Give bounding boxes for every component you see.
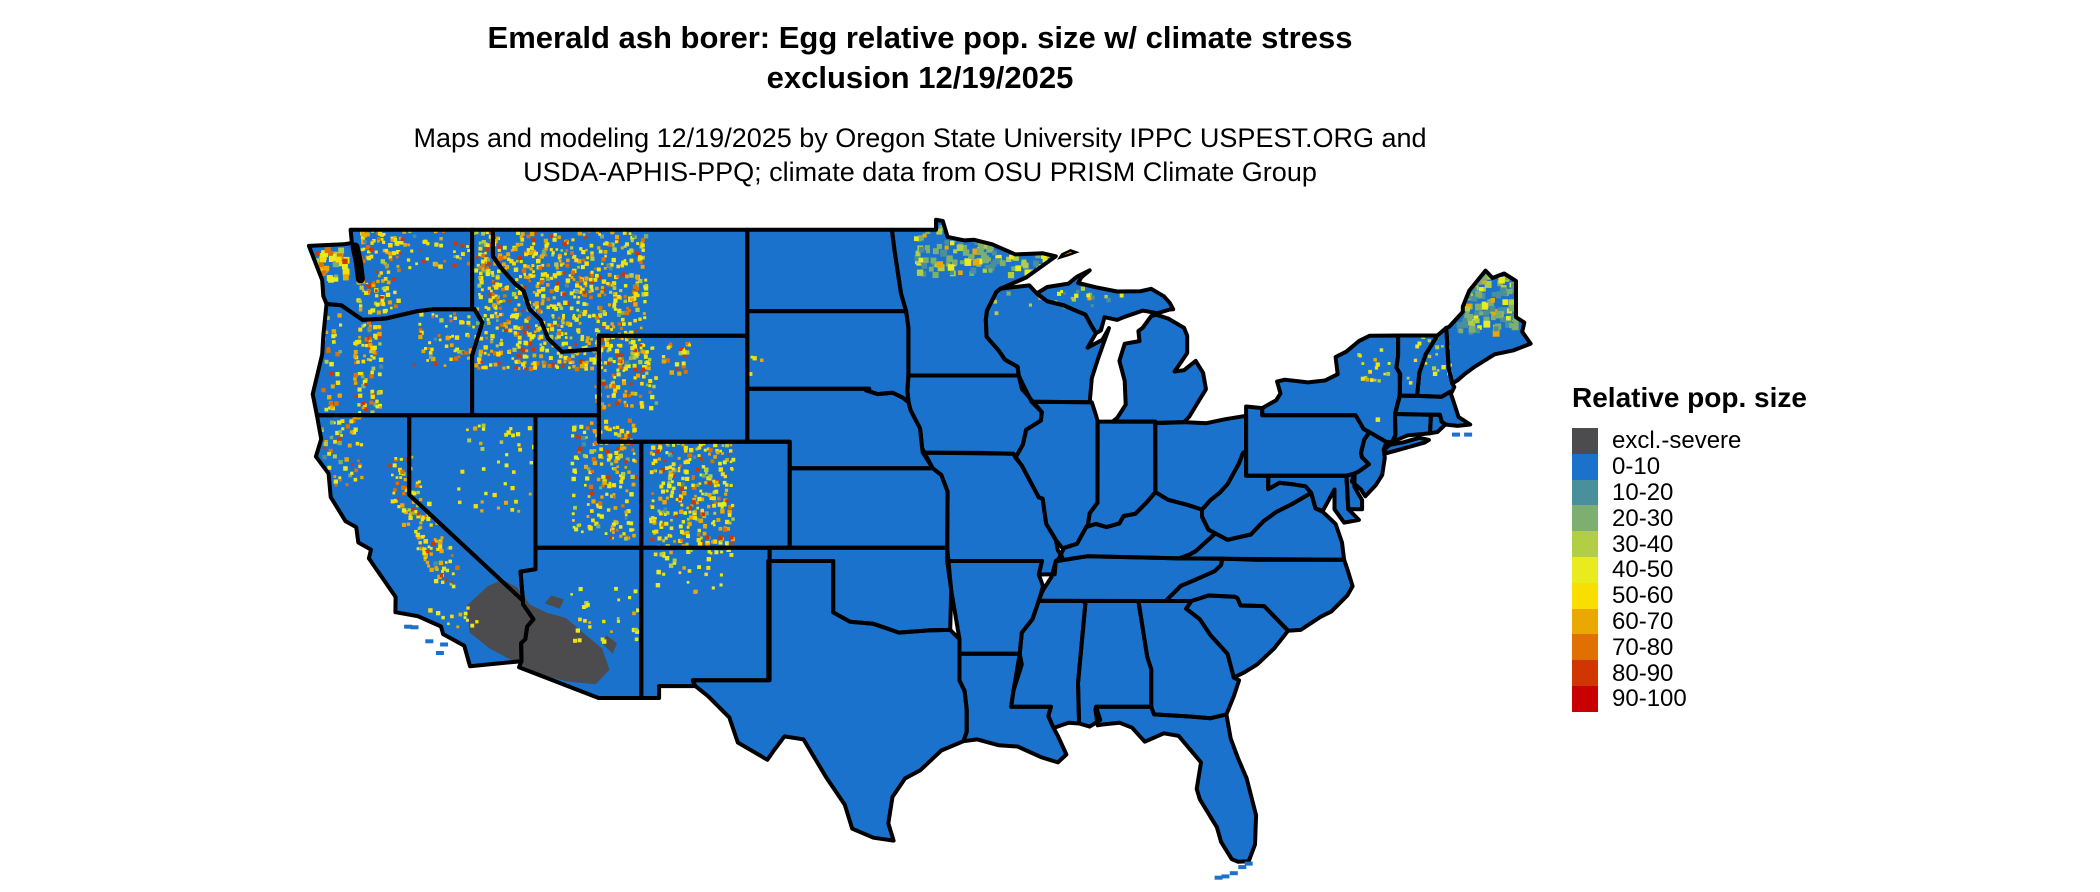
island-dot xyxy=(1238,865,1247,870)
island-dot xyxy=(1221,874,1230,879)
figure-title: Emerald ash borer: Egg relative pop. siz… xyxy=(130,18,1710,98)
legend-item: excl.-severe xyxy=(1572,428,1992,454)
isle-royale xyxy=(1057,249,1080,260)
legend-swatch xyxy=(1572,556,1598,583)
legend-swatch xyxy=(1572,685,1598,712)
puget-sound xyxy=(350,242,365,284)
legend-item: 20-30 xyxy=(1572,504,1992,532)
legend-swatch xyxy=(1572,634,1598,661)
legend-item: 50-60 xyxy=(1572,582,1992,610)
legend-item: 70-80 xyxy=(1572,633,1992,661)
legend-item: 60-70 xyxy=(1572,607,1992,635)
legend-item: 80-90 xyxy=(1572,660,1992,686)
figure-subtitle: Maps and modeling 12/19/2025 by Oregon S… xyxy=(130,121,1710,189)
legend-items: excl.-severe 0-10 10-20 20-30 30-40 40-50 50-6… xyxy=(1572,428,1992,712)
legend-swatch xyxy=(1572,479,1598,506)
island-dot xyxy=(435,651,444,655)
legend-item-label: 30-40 xyxy=(1612,530,1674,558)
legend-swatch xyxy=(1572,582,1598,609)
island-dot xyxy=(1452,432,1460,437)
legend-item-label: 0-10 xyxy=(1612,453,1661,481)
legend-item-label: 90-100 xyxy=(1612,685,1687,713)
legend-swatch xyxy=(1572,608,1598,635)
figure-title-line1: Emerald ash borer: Egg relative pop. siz… xyxy=(487,20,1353,55)
islands xyxy=(404,249,1473,880)
island-dot xyxy=(1214,875,1223,880)
legend-swatch xyxy=(1572,660,1598,686)
legend-item-label: excl.-severe xyxy=(1612,427,1742,455)
figure-subtitle-line1: Maps and modeling 12/19/2025 by Oregon S… xyxy=(413,123,1427,153)
legend-item-label: 50-60 xyxy=(1612,582,1674,610)
island-dot xyxy=(410,625,419,630)
legend-swatch xyxy=(1572,428,1598,454)
island-dot xyxy=(1464,432,1473,437)
legend-item: 90-100 xyxy=(1572,685,1992,713)
figure-title-line2: exclusion 12/19/2025 xyxy=(766,60,1074,95)
legend-item-label: 10-20 xyxy=(1612,478,1674,506)
figure-subtitle-line2: USDA-APHIS-PPQ; climate data from OSU PR… xyxy=(523,157,1317,187)
legend-item: 0-10 xyxy=(1572,453,1992,481)
island-dot xyxy=(1244,861,1253,866)
legend-swatch xyxy=(1572,505,1598,532)
island-dot xyxy=(404,624,413,629)
legend-item-label: 20-30 xyxy=(1612,504,1674,532)
legend-item-label: 70-80 xyxy=(1612,633,1674,661)
island-dot xyxy=(1229,871,1238,876)
legend-swatch xyxy=(1572,531,1598,557)
legend-item: 30-40 xyxy=(1572,531,1992,557)
legend-item: 40-50 xyxy=(1572,556,1992,584)
legend-item-label: 80-90 xyxy=(1612,659,1674,687)
legend-swatch xyxy=(1572,453,1598,480)
legend-item-label: 40-50 xyxy=(1612,556,1674,584)
island-dot xyxy=(425,639,434,644)
legend-title: Relative pop. size xyxy=(1572,382,1807,413)
state-borders xyxy=(306,217,1533,864)
island-dot xyxy=(440,642,449,647)
legend: Relative pop. size excl.-severe 0-10 10-20… xyxy=(1572,383,1992,712)
legend-item: 10-20 xyxy=(1572,478,1992,506)
legend-item-label: 60-70 xyxy=(1612,607,1674,635)
